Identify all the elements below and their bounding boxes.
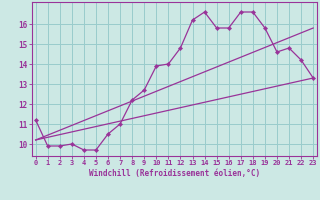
X-axis label: Windchill (Refroidissement éolien,°C): Windchill (Refroidissement éolien,°C) — [89, 169, 260, 178]
